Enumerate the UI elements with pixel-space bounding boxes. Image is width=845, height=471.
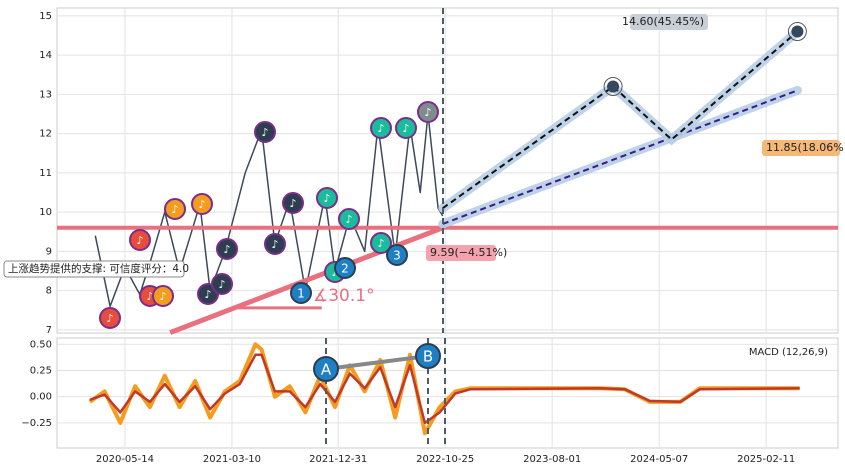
- y-tick-label: 0.00: [30, 392, 52, 403]
- x-tick-label: 2023-08-01: [523, 454, 581, 465]
- x-tick-label: 2022-10-25: [416, 454, 474, 465]
- note-icon: ♪: [204, 288, 211, 301]
- point-badge: [313, 356, 339, 382]
- point-badge: [334, 257, 356, 279]
- y-tick-label: 13: [39, 89, 52, 100]
- annotation-box: [426, 245, 496, 261]
- forecast-ring: [603, 77, 623, 97]
- note-marker: [191, 193, 213, 215]
- annotation: 14.60(45.45%): [622, 15, 704, 28]
- note-marker: [164, 198, 186, 220]
- badge-label: 3: [393, 249, 401, 263]
- note-marker: [370, 232, 392, 254]
- note-icon: ♪: [198, 198, 205, 211]
- badge-label: A: [321, 361, 332, 379]
- forecast-point: [607, 80, 620, 93]
- series-line: [89, 353, 800, 425]
- point-badge: [415, 343, 441, 369]
- note-marker: [338, 208, 360, 230]
- series-line: [94, 113, 444, 308]
- note-icon: ♪: [171, 203, 178, 216]
- series-line: [442, 30, 799, 210]
- note-marker: [152, 285, 174, 307]
- y-tick-label: 11: [39, 168, 52, 179]
- annotation-box: [3, 260, 185, 278]
- note-icon: ♪: [218, 278, 225, 291]
- y-tick-label: 9: [46, 246, 52, 257]
- note-icon: ♪: [345, 213, 352, 226]
- series-line: [442, 89, 798, 225]
- note-icon: ♪: [106, 312, 113, 325]
- x-tick-label: 2021-12-31: [309, 454, 367, 465]
- note-icon: ♪: [289, 197, 296, 210]
- note-icon: ♪: [271, 238, 278, 251]
- y-tick-label: −0.25: [21, 418, 52, 429]
- y-tick-label: 0.25: [30, 365, 52, 376]
- note-marker: [282, 192, 304, 214]
- forecast-ring: [787, 22, 807, 42]
- price-panel: [56, 7, 839, 334]
- note-marker: [264, 233, 286, 255]
- note-marker: [316, 187, 338, 209]
- y-tick-label: 14: [39, 50, 52, 61]
- ab-link: [325, 354, 429, 371]
- x-tick-label: 2025-02-11: [737, 454, 795, 465]
- annotation: 9.59(−4.51%): [430, 246, 507, 259]
- forecast-point: [791, 25, 804, 38]
- y-tick-label: 15: [39, 11, 52, 22]
- note-icon: ♪: [146, 290, 153, 303]
- annotation-box: [630, 14, 708, 30]
- note-marker: [417, 101, 439, 123]
- note-icon: ♪: [377, 122, 384, 135]
- note-marker: [129, 229, 151, 251]
- x-tick-label: 2021-03-10: [203, 454, 261, 465]
- note-icon: ♪: [223, 243, 230, 256]
- badge-label: 1: [297, 287, 305, 301]
- note-icon: ♪: [261, 126, 268, 139]
- badge-label: 2: [341, 262, 349, 276]
- point-badge: [290, 282, 312, 304]
- note-marker: [370, 117, 392, 139]
- note-marker: [254, 121, 276, 143]
- annotation: 上涨趋势提供的支撑: 可信度评分：4.0: [8, 262, 189, 275]
- annotation: 11.85(18.06%): [766, 141, 845, 154]
- note-icon: ♪: [402, 122, 409, 135]
- badge-label: B: [423, 348, 433, 366]
- y-tick-label: 12: [39, 129, 52, 140]
- note-icon: ♪: [323, 192, 330, 205]
- note-icon: ♪: [424, 106, 431, 119]
- note-icon: ♪: [136, 234, 143, 247]
- note-marker: [216, 238, 238, 260]
- note-icon: ♪: [377, 237, 384, 250]
- note-icon: ♪: [159, 290, 166, 303]
- y-tick-label: 8: [46, 286, 52, 297]
- note-marker: [211, 273, 233, 295]
- macd-legend: MACD (12,26,9): [749, 347, 828, 358]
- y-tick-label: 10: [39, 207, 52, 218]
- note-marker: [395, 117, 417, 139]
- x-tick-label: 2024-05-07: [630, 454, 688, 465]
- annotation-box: [762, 140, 840, 156]
- angle-label: ∡30.1°: [313, 286, 375, 306]
- y-tick-label: 0.50: [30, 339, 52, 350]
- y-tick-label: 7: [46, 325, 52, 336]
- x-tick-label: 2020-05-14: [96, 454, 154, 465]
- point-badge: [386, 244, 408, 266]
- note-marker: [99, 307, 121, 329]
